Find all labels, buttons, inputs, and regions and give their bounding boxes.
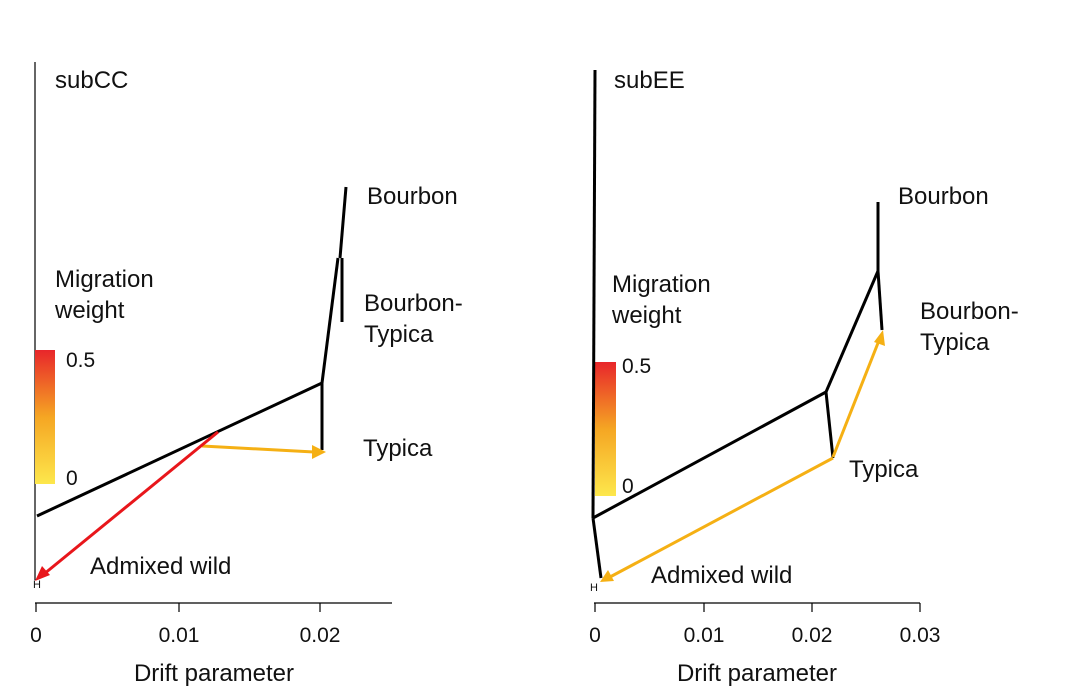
x-axis-label: Drift parameter xyxy=(134,660,294,687)
migration-arrow-to-typica xyxy=(201,444,315,454)
legend-subee: Migration weight 0.5 0 xyxy=(595,271,711,498)
migration-arrow-to-bourbon-typica xyxy=(831,342,880,458)
panel-subee: subEE Migration weight 0.5 0 Bourbon Bou… xyxy=(589,67,1019,687)
legend-min-label: 0 xyxy=(66,467,78,490)
leaf-label-admixed-wild: Admixed wild xyxy=(90,553,231,580)
x-axis-subee: 0 0.01 0.02 0.03 Drift parameter xyxy=(589,602,941,687)
leaf-label-bourbon-typica-line2: Typica xyxy=(364,321,434,348)
legend-title-line2: weight xyxy=(611,302,682,329)
panel-title-subee: subEE xyxy=(614,67,685,94)
leaf-label-admixed-wild: Admixed wild xyxy=(651,562,792,589)
leaf-label-bourbon-typica-line1: Bourbon- xyxy=(364,290,463,317)
x-axis-label: Drift parameter xyxy=(677,660,837,687)
leaf-label-bourbon: Bourbon xyxy=(898,183,989,210)
legend-max-label: 0.5 xyxy=(66,349,95,372)
leaf-label-bourbon-typica-line1: Bourbon- xyxy=(920,298,1019,325)
x-tick-label: 0.02 xyxy=(792,624,833,647)
legend-min-label: 0 xyxy=(622,475,634,498)
migration-arrowhead-admixed-wild xyxy=(35,566,50,581)
x-tick-label: 0.03 xyxy=(900,624,941,647)
migration-arrowhead-admixed-wild xyxy=(600,570,614,582)
legend-subcc: Migration weight 0.5 0 xyxy=(35,266,154,490)
legend-max-label: 0.5 xyxy=(622,355,651,378)
leaf-marker-h: H xyxy=(590,582,598,594)
leaf-label-bourbon-typica-line2: Typica xyxy=(920,329,990,356)
edge-n1-n2 xyxy=(320,257,340,384)
leaf-label-typica: Typica xyxy=(363,435,433,462)
panel-subcc: subCC Migration weight 0.5 0 Bourbon Bou… xyxy=(30,62,463,687)
edge-root-admixed-wild xyxy=(591,517,603,579)
migration-arrow-to-admixed-wild xyxy=(609,456,834,579)
x-tick-label: 0.01 xyxy=(159,624,200,647)
x-axis-subcc: 0 0.01 0.02 Drift parameter xyxy=(30,602,392,687)
migration-arrowhead-typica xyxy=(312,445,326,459)
legend-title-line1: Migration xyxy=(612,271,711,298)
legend-title-line2: weight xyxy=(54,297,125,324)
edge-root-n1 xyxy=(592,390,827,520)
x-tick-label: 0.01 xyxy=(684,624,725,647)
migration-arrowhead-bourbon-typica xyxy=(874,330,885,346)
x-tick-label: 0 xyxy=(30,624,42,647)
panel-title-subcc: subCC xyxy=(55,67,128,94)
leaf-label-bourbon: Bourbon xyxy=(367,183,458,210)
leaf-marker-h: H xyxy=(33,579,41,591)
x-tick-label: 0 xyxy=(589,624,601,647)
edge-n2-bourbon-typica xyxy=(876,270,884,331)
edge-n1-n2 xyxy=(824,270,880,393)
x-tick-label: 0.02 xyxy=(300,624,341,647)
edge-n2-bourbon xyxy=(338,186,348,259)
edge-root-top xyxy=(591,69,597,519)
edge-root-n1 xyxy=(36,381,323,518)
edge-n1-typica xyxy=(824,391,835,459)
legend-colorbar xyxy=(595,362,616,496)
migration-arrow-to-admixed-wild xyxy=(43,430,219,576)
leaf-label-typica: Typica xyxy=(849,456,919,483)
legend-title-line1: Migration xyxy=(55,266,154,293)
legend-colorbar xyxy=(35,350,55,484)
